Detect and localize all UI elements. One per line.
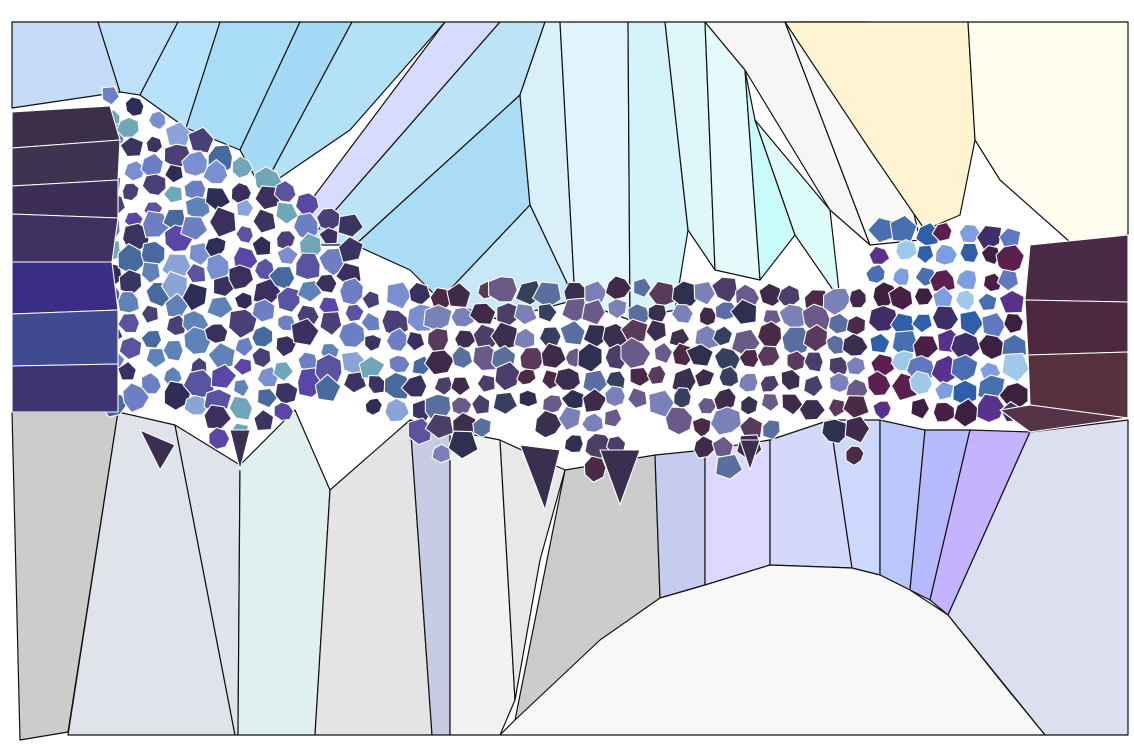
- crowd-tile: [674, 388, 692, 409]
- right-slab: [1025, 300, 1128, 355]
- left-slab: [12, 364, 118, 412]
- right-slab: [1025, 235, 1128, 302]
- left-slab: [12, 180, 118, 218]
- crowd-tile: [648, 304, 667, 322]
- left-slab: [12, 140, 120, 186]
- crowd-tile: [296, 253, 321, 280]
- ground-shard: [655, 450, 705, 598]
- ground-shard: [238, 410, 330, 735]
- left-slab: [12, 214, 118, 262]
- crowd-tile: [428, 328, 449, 352]
- left-slab: [12, 310, 118, 366]
- crowd-tile: [933, 402, 954, 422]
- crowd-tile: [488, 277, 517, 302]
- crowd-tile: [699, 307, 716, 326]
- left-slab: [12, 262, 118, 314]
- crowd-tile: [519, 390, 537, 407]
